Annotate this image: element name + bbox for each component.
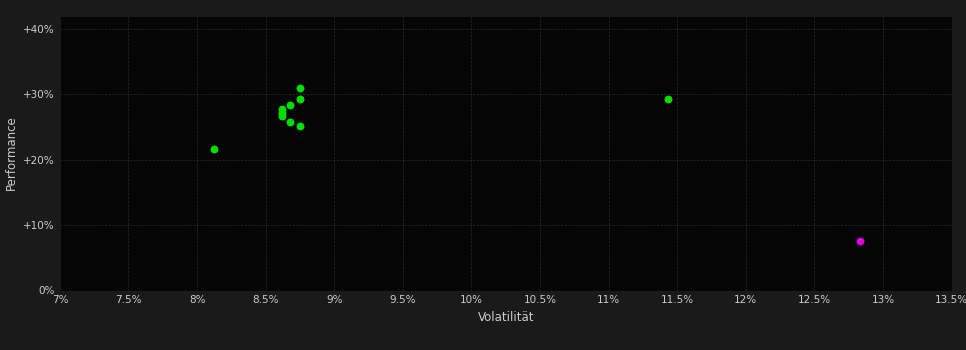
Point bbox=[274, 113, 290, 119]
X-axis label: Volatilität: Volatilität bbox=[477, 311, 534, 324]
Point bbox=[206, 146, 221, 151]
Point bbox=[274, 110, 290, 116]
Y-axis label: Performance: Performance bbox=[5, 116, 17, 190]
Point bbox=[292, 85, 307, 91]
Point bbox=[292, 123, 307, 128]
Point bbox=[660, 97, 675, 102]
Point bbox=[292, 96, 307, 101]
Point bbox=[283, 103, 298, 108]
Point bbox=[283, 119, 298, 125]
Point bbox=[852, 239, 867, 244]
Point bbox=[274, 106, 290, 111]
